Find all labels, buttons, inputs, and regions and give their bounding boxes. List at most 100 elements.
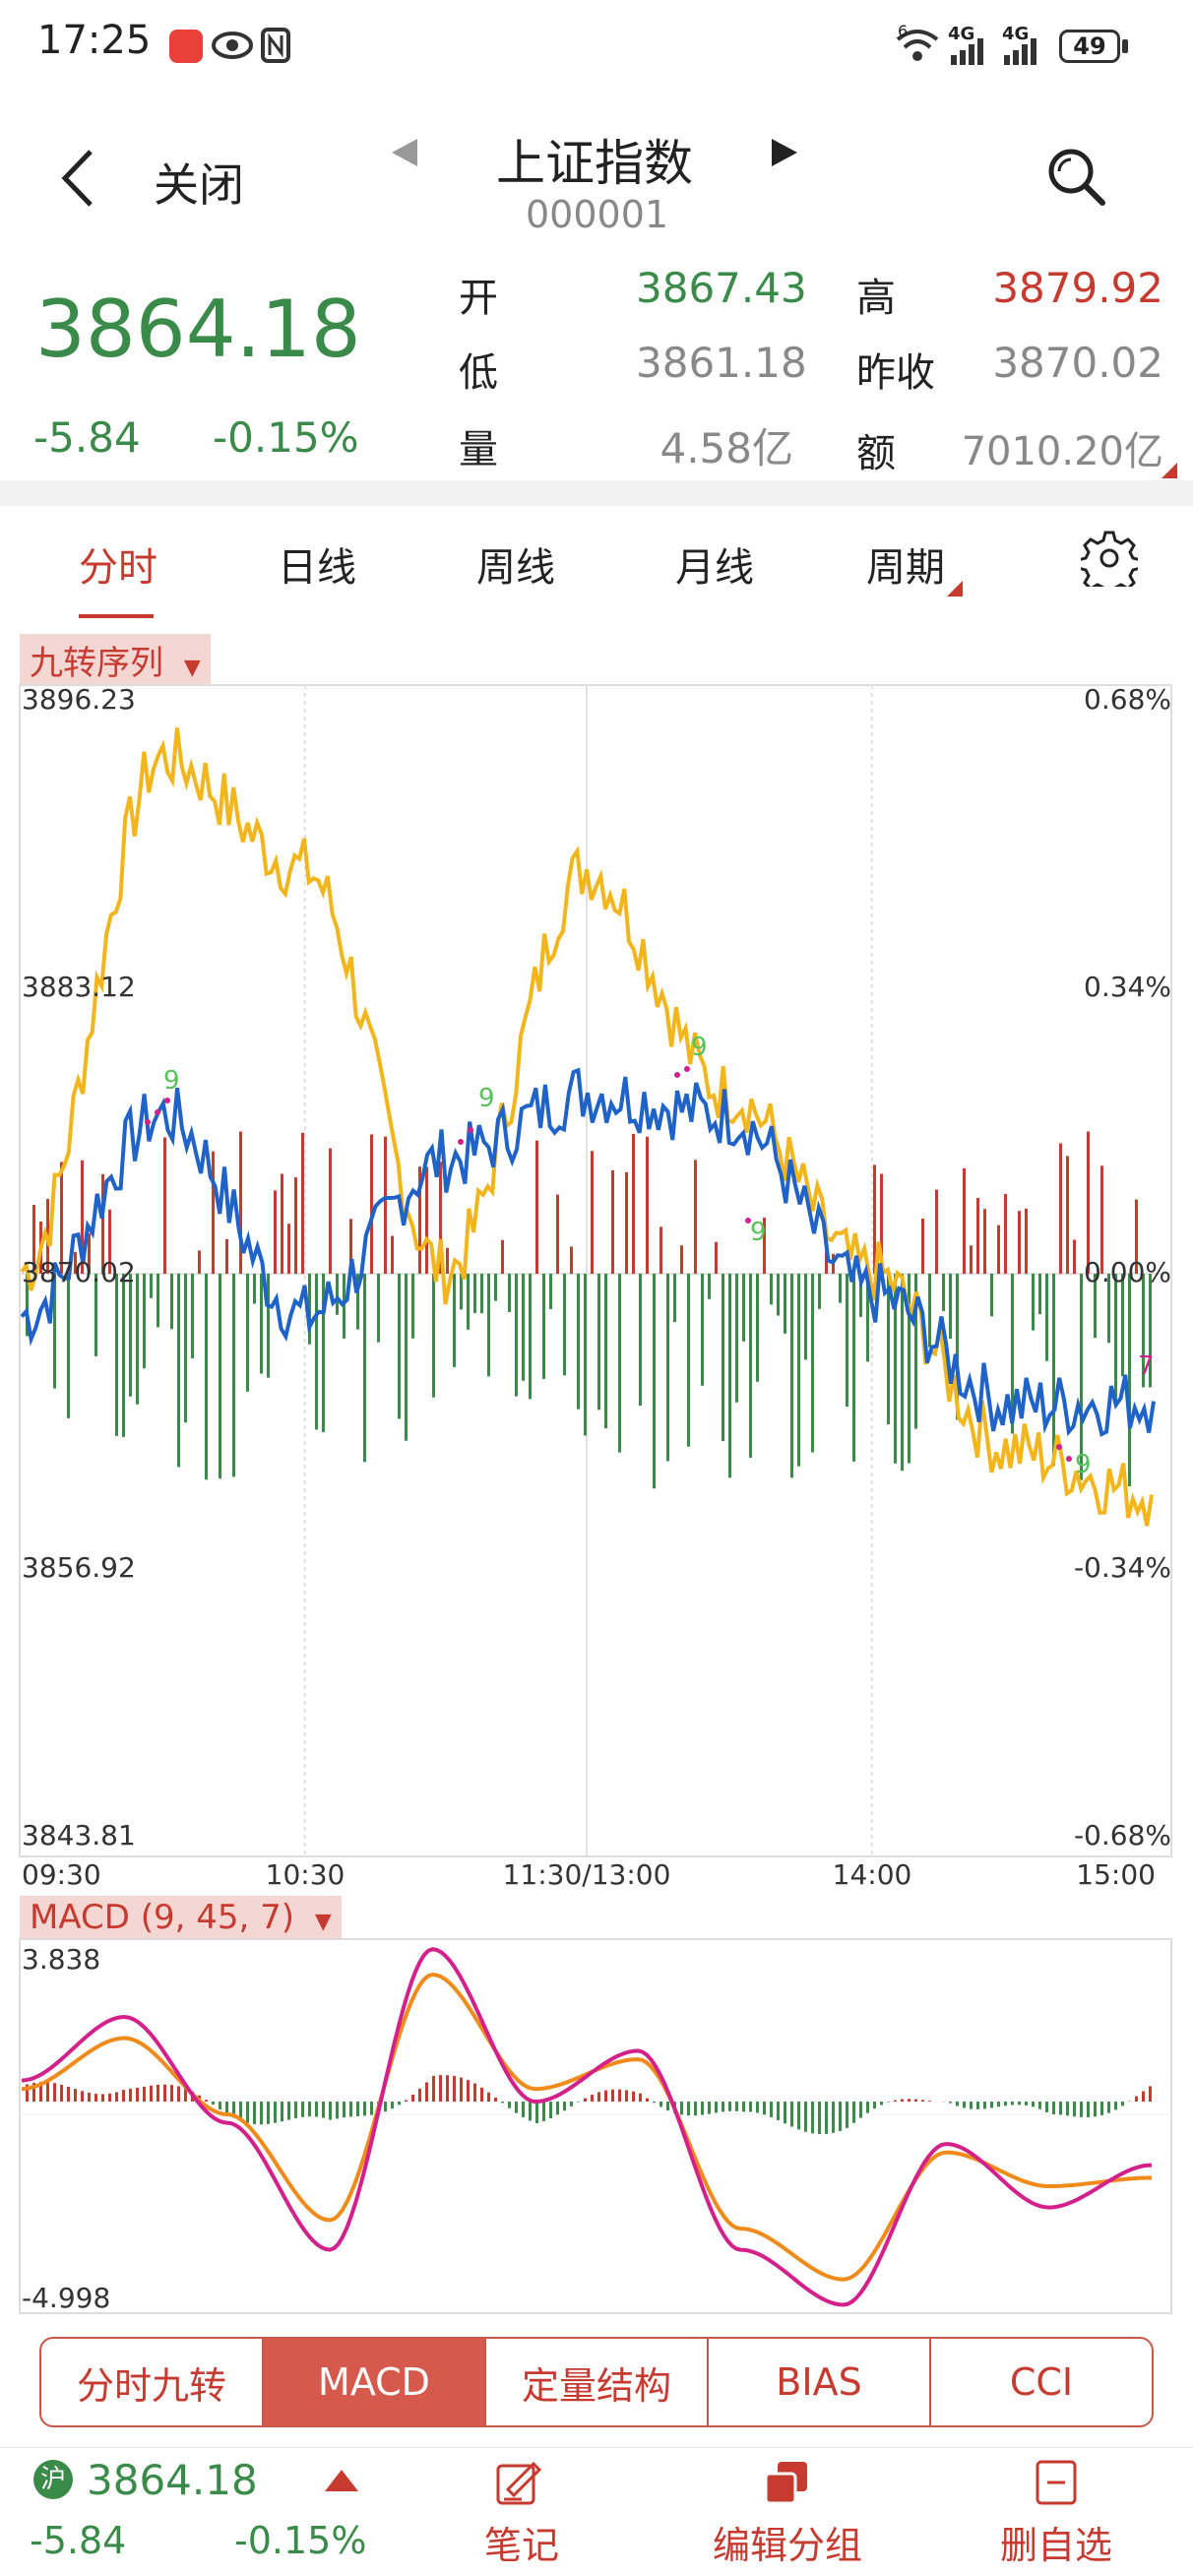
macd-bar — [715, 2102, 718, 2112]
macd-bar — [418, 2089, 421, 2102]
tab-intraday-nine[interactable]: 分时九转 — [41, 2339, 264, 2425]
volume-bar — [446, 1248, 449, 1274]
tab-cci[interactable]: CCI — [931, 2339, 1152, 2425]
battery-tip — [1122, 39, 1128, 53]
back-arrow-icon[interactable] — [57, 148, 96, 209]
tab-macd[interactable]: MACD — [264, 2339, 486, 2425]
low-label: 低 — [459, 341, 498, 398]
notes-button[interactable]: 笔记 — [484, 2515, 559, 2569]
tab-weekly[interactable]: 周线 — [476, 535, 555, 593]
y-right-label: -0.34% — [1074, 1551, 1171, 1584]
y-right-label: 0.34% — [1084, 971, 1171, 1003]
edit-group-icon[interactable] — [762, 2458, 811, 2507]
wifi-label: 6 — [898, 22, 908, 40]
macd-bar — [260, 2102, 263, 2124]
macd-bar — [143, 2087, 146, 2102]
macd-bar — [308, 2102, 311, 2116]
edit-group-button[interactable]: 编辑分组 — [713, 2515, 862, 2569]
macd-bar — [653, 2102, 656, 2103]
prev-stock-icon[interactable] — [388, 136, 421, 169]
macd-bar — [170, 2085, 173, 2102]
nfc-icon — [260, 26, 291, 65]
active-tab-indicator — [79, 614, 154, 618]
macd-bar — [467, 2080, 470, 2102]
macd-bar — [1045, 2102, 1048, 2112]
remove-watchlist-icon[interactable] — [1034, 2458, 1079, 2507]
volume-bar — [604, 1274, 607, 1428]
intraday-chart[interactable]: 3896.23 3883.12 3870.02 3856.92 3843.81 … — [0, 630, 1193, 2323]
search-icon[interactable] — [1045, 146, 1108, 209]
macd-bar — [887, 2102, 890, 2103]
tab-period[interactable]: 周期 — [866, 535, 945, 593]
macd-bar — [577, 2102, 580, 2103]
volume-bar — [542, 1274, 545, 1379]
macd-bar — [997, 2102, 1000, 2106]
settings-gear-icon[interactable] — [1081, 530, 1138, 587]
tab-bias[interactable]: BIAS — [709, 2339, 931, 2425]
macd-bar — [921, 2100, 924, 2102]
volume-bar — [749, 1274, 752, 1458]
y-left-label: 3870.02 — [22, 1256, 136, 1288]
macd-bar — [708, 2102, 711, 2114]
macd-bar — [1149, 2086, 1152, 2102]
bottom-change-pct: -0.15% — [234, 2519, 366, 2562]
signal-icon-2 — [1002, 37, 1041, 67]
macd-bar — [728, 2102, 731, 2111]
volume-bar — [1121, 1274, 1124, 1376]
remove-watchlist-button[interactable]: 删自选 — [1000, 2515, 1112, 2569]
volume-bar — [411, 1274, 414, 1339]
status-time: 17:25 — [37, 18, 151, 63]
volume-bar — [577, 1274, 580, 1410]
macd-bar — [983, 2102, 986, 2108]
volume-bar — [535, 1141, 538, 1274]
tab-daily[interactable]: 日线 — [278, 535, 356, 593]
macd-bar — [411, 2095, 414, 2102]
volume-bar — [597, 1274, 600, 1410]
volume-bar — [384, 1137, 387, 1274]
volume-bar — [846, 1274, 848, 1407]
macd-bar — [301, 2102, 304, 2117]
volume-bar — [804, 1274, 807, 1359]
macd-bar — [529, 2102, 532, 2120]
volume-bar — [508, 1274, 511, 1312]
low-value: 3861.18 — [636, 339, 793, 387]
macd-bar — [363, 2102, 366, 2115]
tab-quant-structure[interactable]: 定量结构 — [486, 2339, 709, 2425]
notes-icon[interactable] — [494, 2458, 543, 2507]
volume-bar — [701, 1274, 704, 1386]
macd-frame — [20, 1939, 1171, 2313]
tab-monthly[interactable]: 月线 — [675, 535, 754, 593]
macd-bar — [611, 2090, 614, 2102]
volume-bar — [232, 1274, 235, 1476]
macd-bar — [818, 2102, 821, 2134]
volume-bar — [949, 1274, 952, 1339]
next-stock-icon[interactable] — [768, 136, 801, 169]
volume-bar — [797, 1274, 800, 1467]
volume-bar — [1045, 1274, 1048, 1361]
volume-bar — [315, 1274, 318, 1429]
macd-bar — [432, 2076, 435, 2102]
macd-bar — [122, 2090, 125, 2102]
macd-bar — [349, 2102, 352, 2116]
macd-bar — [618, 2090, 621, 2102]
macd-bar — [1032, 2102, 1035, 2106]
tab-intraday[interactable]: 分时 — [79, 535, 157, 593]
open-value: 3867.43 — [636, 264, 793, 312]
volume-bar — [549, 1274, 552, 1309]
close-button[interactable]: 关闭 — [154, 150, 244, 215]
macd-bar — [1142, 2091, 1145, 2102]
volume-bar — [136, 1274, 139, 1405]
expand-corner-icon[interactable] — [1162, 463, 1177, 478]
macd-bar — [129, 2089, 132, 2102]
macd-bar — [522, 2102, 525, 2117]
y-right-label: 0.00% — [1084, 1256, 1171, 1288]
volume-bar — [1066, 1156, 1069, 1274]
volume-bar — [287, 1224, 290, 1274]
nine-dot — [468, 1127, 473, 1133]
macd-bar — [446, 2075, 449, 2102]
macd-bar — [956, 2102, 959, 2105]
macd-bar — [1121, 2102, 1124, 2105]
volume-bar — [722, 1274, 724, 1441]
quote-panel: 3864.18 -5.84 -0.15% 开 3867.43 高 3879.92… — [0, 254, 1193, 480]
macd-bar — [136, 2088, 139, 2102]
